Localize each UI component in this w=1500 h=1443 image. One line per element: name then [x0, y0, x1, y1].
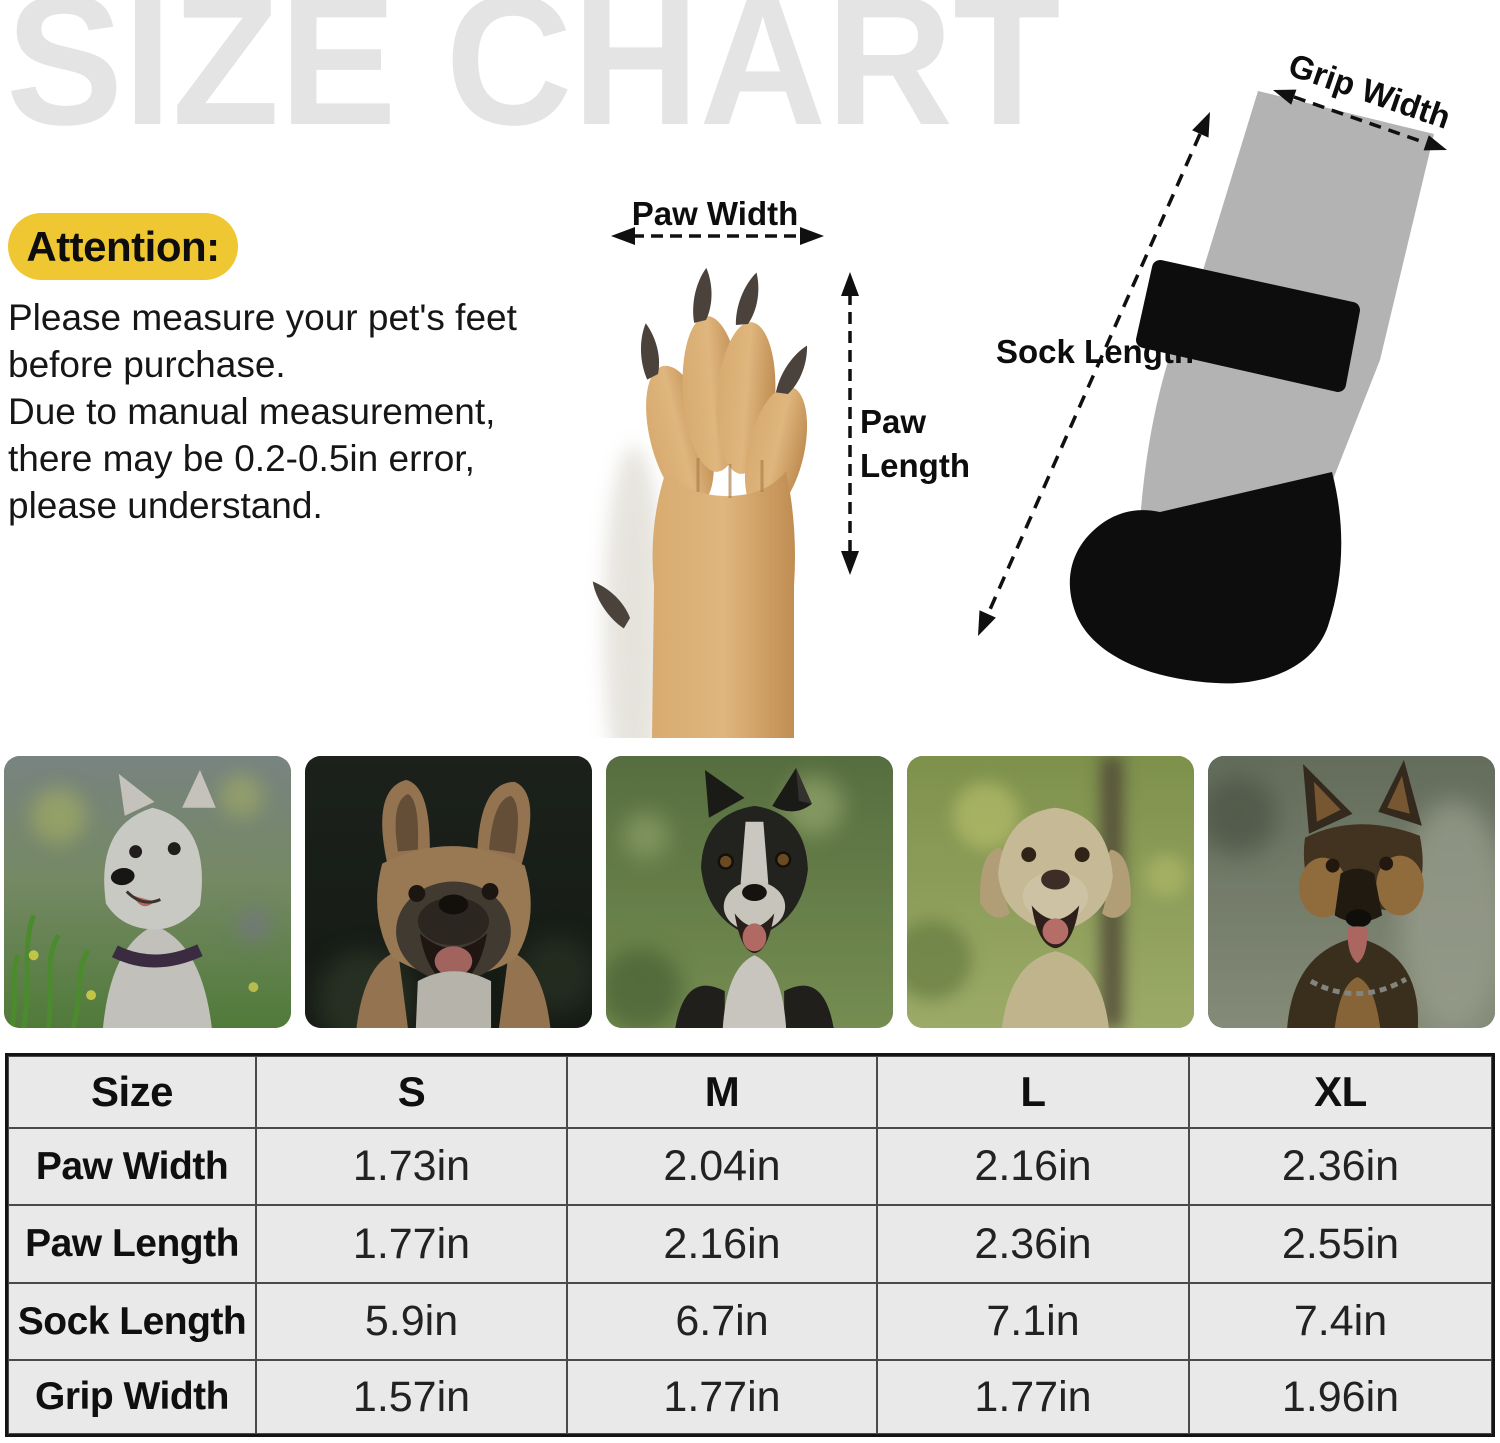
- table-cell: 2.16in: [877, 1128, 1189, 1205]
- table-cell: 1.77in: [877, 1360, 1189, 1434]
- attention-line: please understand.: [8, 485, 323, 526]
- attention-line: Please measure your pet's feet: [8, 297, 517, 338]
- table-cell: 2.36in: [1189, 1128, 1492, 1205]
- table-cell: 6.7in: [567, 1283, 877, 1360]
- dog-photo-german-shepherd: [1208, 756, 1495, 1028]
- dog-photo-labrador-retriever: [907, 756, 1194, 1028]
- table-header-size: Size: [8, 1056, 256, 1128]
- table-cell: 5.9in: [256, 1283, 567, 1360]
- table-header-s: S: [256, 1056, 567, 1128]
- row-label-paw-length: Paw Length: [8, 1205, 256, 1283]
- table-header-l: L: [877, 1056, 1189, 1128]
- row-label-paw-width: Paw Width: [8, 1128, 256, 1205]
- sock-length-label: Sock Length: [996, 333, 1195, 370]
- attention-text: Please measure your pet's feet before pu…: [8, 294, 598, 529]
- paw-length-label: Paw Length: [860, 403, 970, 484]
- paw-dimension-arrows-icon: [611, 227, 859, 575]
- table-cell: 1.77in: [567, 1360, 877, 1434]
- table-cell: 2.55in: [1189, 1205, 1492, 1283]
- attention-line: there may be 0.2-0.5in error,: [8, 438, 475, 479]
- table-cell: 2.04in: [567, 1128, 877, 1205]
- row-label-grip-width: Grip Width: [8, 1360, 256, 1434]
- size-table: Size S M L XL Paw Width 1.73in 2.04in 2.…: [5, 1053, 1495, 1437]
- page-title: SIZE CHART: [6, 0, 1061, 164]
- sock-diagram: [978, 89, 1447, 684]
- table-cell: 1.73in: [256, 1128, 567, 1205]
- attention-line: Due to manual measurement,: [8, 391, 496, 432]
- table-cell: 1.57in: [256, 1360, 567, 1434]
- table-cell: 1.96in: [1189, 1360, 1492, 1434]
- dog-photo-west-highland-white-terrier: [4, 756, 291, 1028]
- dog-photo-border-collie: [606, 756, 893, 1028]
- attention-line: before purchase.: [8, 344, 286, 385]
- table-cell: 7.1in: [877, 1283, 1189, 1360]
- attention-badge: Attention:: [8, 213, 238, 280]
- table-header-xl: XL: [1189, 1056, 1492, 1128]
- attention-badge-label: Attention:: [26, 222, 220, 270]
- table-cell: 2.16in: [567, 1205, 877, 1283]
- table-cell: 2.36in: [877, 1205, 1189, 1283]
- sock-strap: [1136, 260, 1360, 392]
- table-cell: 7.4in: [1189, 1283, 1492, 1360]
- sock-foot: [1069, 472, 1342, 684]
- paw-width-label: Paw Width: [631, 195, 799, 232]
- row-label-sock-length: Sock Length: [8, 1283, 256, 1360]
- table-header-m: M: [567, 1056, 877, 1128]
- dog-photo-row: [4, 756, 1496, 1028]
- dog-paw-photo: [592, 267, 808, 738]
- dog-photo-french-bulldog: [305, 756, 592, 1028]
- table-cell: 1.77in: [256, 1205, 567, 1283]
